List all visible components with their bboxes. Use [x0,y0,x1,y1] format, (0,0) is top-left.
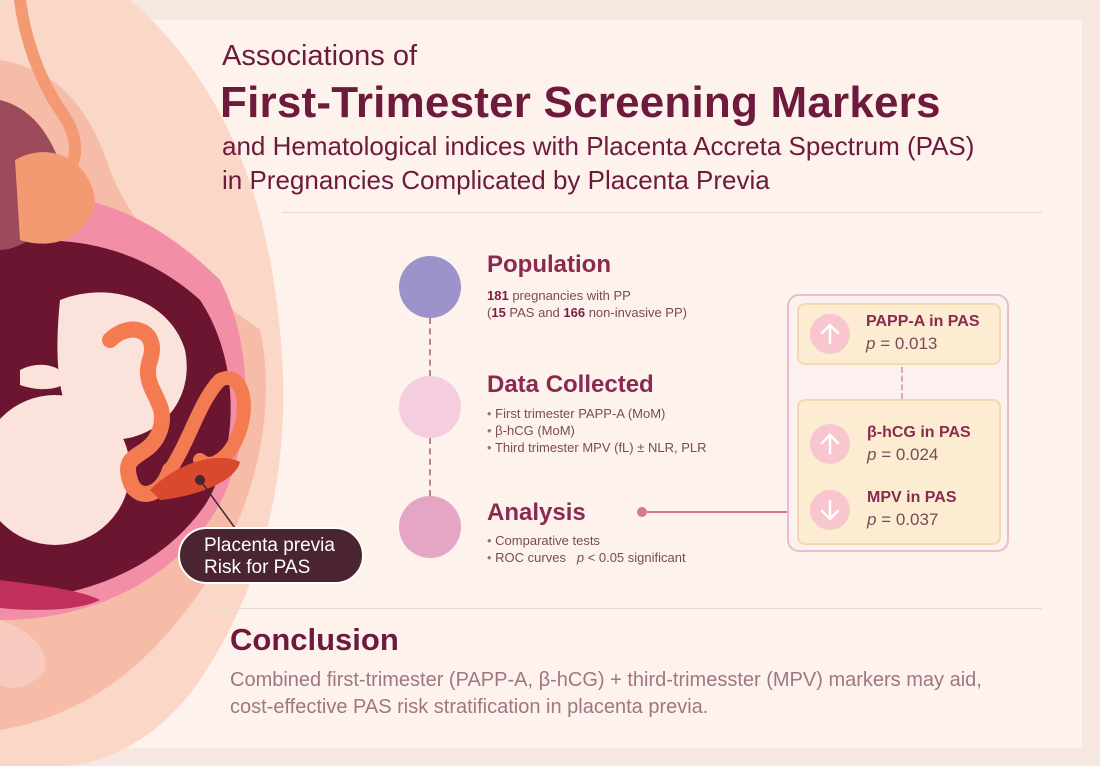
arrow-up-icon [810,314,850,354]
analysis-title: Analysis [487,499,586,526]
conclusion-title: Conclusion [230,622,399,657]
data-collected-circle [399,376,461,438]
arrow-down-icon [810,490,850,530]
subtitle-line-2: in Pregnancies Complicated by Placenta P… [222,165,770,195]
population-title: Population [487,251,611,278]
callout-line-1: Placenta previa [204,535,335,556]
list-item: First trimester PAPP-A (MoM) [487,405,707,422]
marker-name: β-hCG in PAS [867,424,971,441]
population-line-2: (15 PAS and 166 non-invasive PP) [487,305,687,320]
marker-name: PAPP-A in PAS [866,313,980,330]
subtitle-line-1: and Hematological indices with Placenta … [222,131,975,161]
list-item: ROC curves p < 0.05 significant [487,549,685,566]
marker-connector [901,367,903,399]
connector-line [647,511,787,513]
marker-name: MPV in PAS [867,489,957,506]
list-item: Third trimester MPV (fL) ± NLR, PLR [487,439,707,456]
callout-line-2: Risk for PAS [204,557,311,578]
analysis-list: Comparative tests ROC curves p < 0.05 si… [487,532,686,566]
list-item: β-hCG (MoM) [487,422,707,439]
timeline-connector [429,318,431,376]
placenta-previa-callout: Placenta previa Risk for PAS [178,527,364,584]
divider-bottom [198,608,1042,609]
conclusion-body: Combined first-trimester (PAPP-A, β-hCG)… [230,667,1060,721]
title-line-1: Associations of [222,40,418,72]
marker-pvalue: p = 0.024 [867,445,939,464]
main-title: First-Trimester Screening Markers [220,78,941,127]
connector-dot [637,507,647,517]
divider-top [282,212,1042,213]
analysis-circle [399,496,461,558]
subtitle: and Hematological indices with Placenta … [222,129,974,197]
population-line-1: 181 pregnancies with PP [487,288,631,303]
population-circle [399,256,461,318]
marker-pvalue: p = 0.013 [866,334,938,353]
data-collected-list: First trimester PAPP-A (MoM) β-hCG (MoM)… [487,405,707,456]
conclusion-line-1: Combined first-trimester (PAPP-A, β-hCG)… [230,669,982,691]
list-item: Comparative tests [487,532,686,549]
arrow-up-icon [810,424,850,464]
population-body: 181 pregnancies with PP (15 PAS and 166 … [487,287,687,321]
conclusion-line-2: cost-effective PAS risk stratification i… [230,696,709,718]
timeline-connector [429,438,431,496]
marker-pvalue: p = 0.037 [867,510,939,529]
data-collected-title: Data Collected [487,371,654,398]
